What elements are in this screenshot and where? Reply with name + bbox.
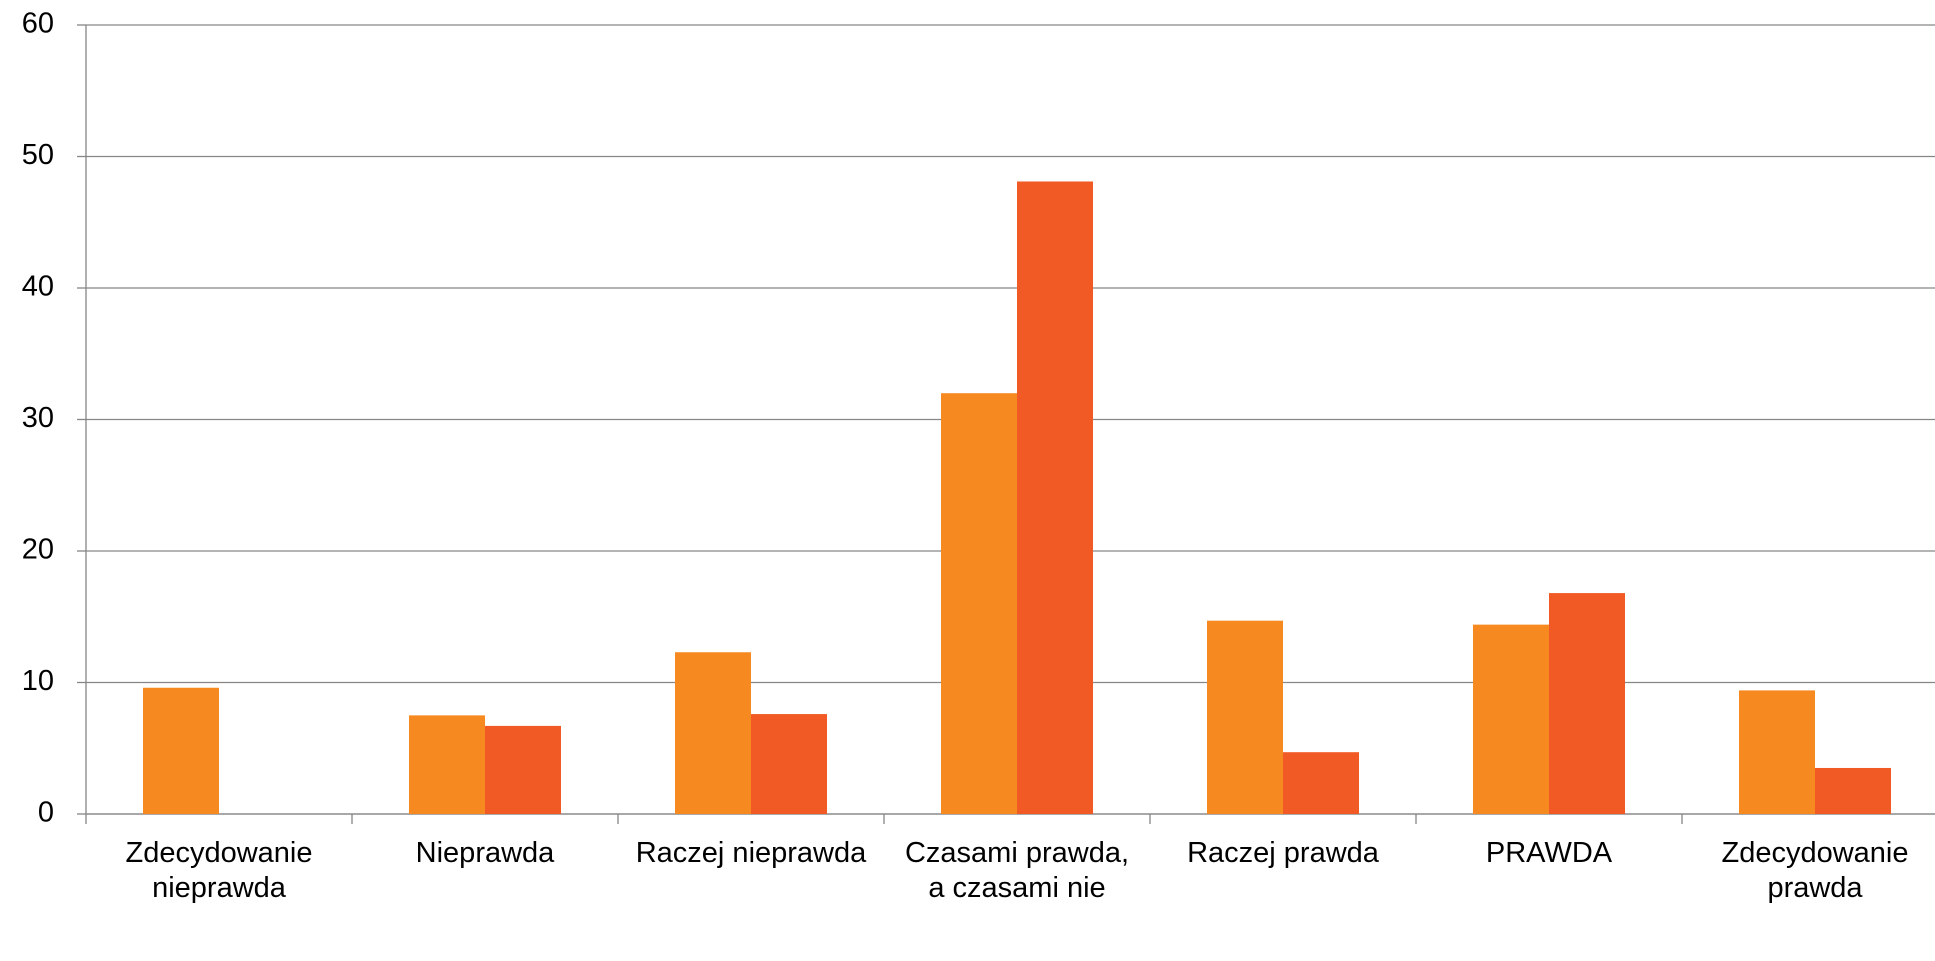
y-tick-label: 30 xyxy=(22,402,54,434)
y-tick-label: 60 xyxy=(22,8,54,40)
x-tick-label: Zdecydowanie prawda xyxy=(1721,837,1909,904)
bar xyxy=(1017,181,1093,815)
bar xyxy=(1473,624,1549,814)
bar xyxy=(675,652,751,814)
bar xyxy=(1283,752,1359,814)
bar xyxy=(751,714,827,814)
x-tick-label: Zdecydowanie nieprawda xyxy=(125,837,313,904)
x-tick-label: Raczej prawda xyxy=(1187,837,1379,869)
bar xyxy=(143,687,219,814)
bar xyxy=(941,393,1017,814)
bar xyxy=(1207,620,1283,814)
y-tick-label: 10 xyxy=(22,665,54,697)
x-tick-label: PRAWDA xyxy=(1485,837,1613,869)
bar xyxy=(1739,690,1815,814)
x-tick-label: Czasami prawda, a czasami nie xyxy=(904,837,1130,904)
y-tick-label: 0 xyxy=(38,797,54,829)
x-tick-label: Nieprawda xyxy=(415,837,555,869)
y-tick-label: 20 xyxy=(22,534,54,566)
y-tick-label: 50 xyxy=(22,139,54,171)
bar xyxy=(409,715,485,814)
x-tick-label: Raczej nieprawda xyxy=(635,837,867,869)
bar xyxy=(1549,593,1625,814)
y-tick-label: 40 xyxy=(22,271,54,303)
bar xyxy=(485,725,561,814)
bar xyxy=(1815,767,1891,814)
